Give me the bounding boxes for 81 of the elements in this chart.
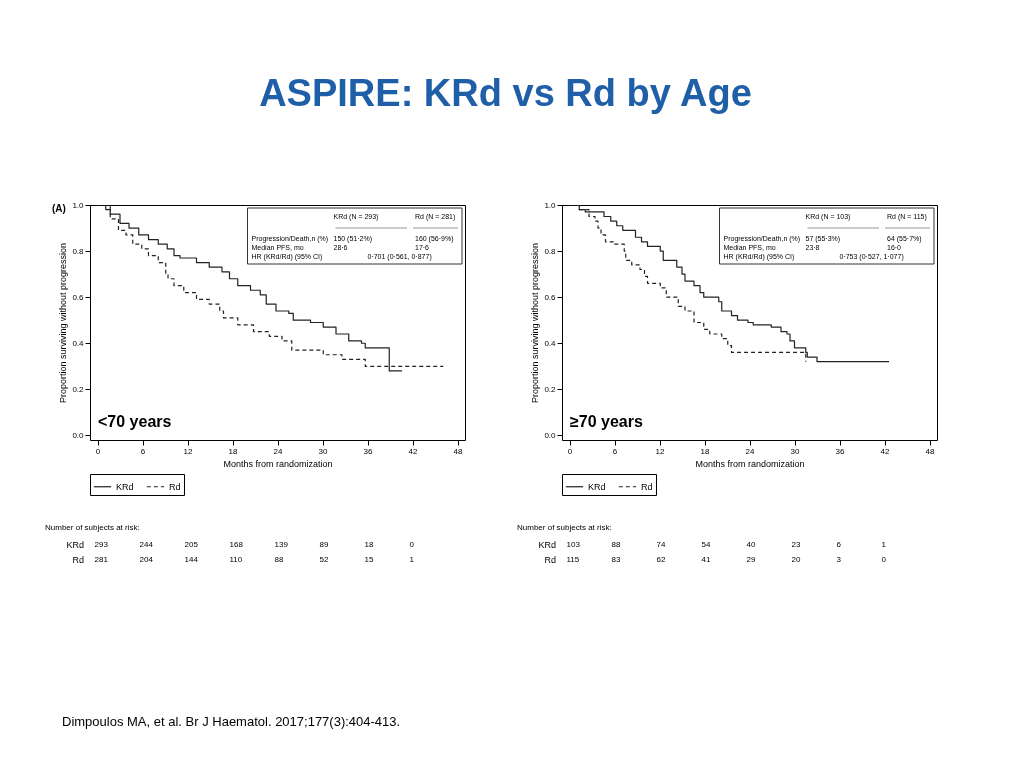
y-tick-label: 1.0: [72, 200, 85, 210]
text: Number of subjects at risk:: [45, 523, 140, 532]
text: 0: [409, 540, 415, 549]
text: 204: [139, 555, 154, 564]
text: 144: [184, 555, 199, 564]
text: 62: [656, 555, 666, 564]
x-tick-label: 6: [612, 446, 618, 456]
text: 1: [409, 555, 415, 564]
legend-label: KRd: [116, 481, 134, 492]
text: 20: [791, 555, 801, 564]
x-tick-label: 30: [790, 446, 800, 456]
x-tick-label: 48: [925, 446, 935, 456]
text: 41: [701, 555, 711, 564]
text: 0: [881, 555, 887, 564]
x-tick-label: 12: [183, 446, 193, 456]
text: 103: [566, 540, 581, 549]
text: 88: [274, 555, 284, 564]
text: 6: [836, 540, 842, 549]
x-tick-label: 0: [567, 446, 573, 456]
text: 15: [364, 555, 374, 564]
x-tick-label: 30: [318, 446, 328, 456]
text: Number of subjects at risk:: [517, 523, 612, 532]
text: 1: [881, 540, 887, 549]
x-tick-label: 48: [453, 446, 463, 456]
annotation: <70 years: [98, 413, 172, 430]
text: 205: [184, 540, 199, 549]
y-tick-label: 0.4: [544, 338, 557, 348]
y-axis-title: Proportion surviving without progression: [58, 242, 69, 404]
text: 88: [611, 540, 621, 549]
text: KRd: [538, 540, 556, 550]
text: 29: [746, 555, 756, 564]
chart-title: ASPIRE: KRd vs Rd by Age: [258, 72, 753, 115]
text: 139: [274, 540, 289, 549]
text: 244: [139, 540, 154, 549]
text: 89: [319, 540, 329, 549]
text: 115: [566, 555, 580, 564]
text: (A): [52, 203, 66, 214]
x-tick-label: 12: [655, 446, 665, 456]
x-tick-label: 0: [95, 446, 101, 456]
y-tick-label: 0.6: [544, 292, 557, 302]
text: 3: [836, 555, 842, 564]
x-tick-label: 42: [408, 446, 418, 456]
text: 23: [791, 540, 801, 549]
x-axis-title: Months from randomization: [223, 458, 333, 469]
x-tick-label: 18: [228, 446, 238, 456]
annotation: ≥70 years: [570, 413, 643, 430]
legend-label: KRd: [588, 481, 606, 492]
y-tick-label: 0.8: [544, 246, 557, 256]
text: 54: [701, 540, 711, 549]
text: KRd: [66, 540, 84, 550]
text: 110: [229, 555, 243, 564]
text: 52: [319, 555, 329, 564]
x-axis-title: Months from randomization: [695, 458, 805, 469]
y-tick-label: 0.6: [72, 292, 85, 302]
x-tick-label: 36: [363, 446, 373, 456]
x-tick-label: 42: [880, 446, 890, 456]
x-tick-label: 24: [745, 446, 755, 456]
y-tick-label: 0.0: [544, 430, 557, 440]
text: 40: [746, 540, 756, 549]
text: 281: [94, 555, 109, 564]
y-axis-title: Proportion surviving without progression: [530, 242, 541, 404]
legend-label: Rd: [169, 481, 181, 492]
text: Rd: [72, 555, 84, 565]
text: 18: [364, 540, 374, 549]
x-tick-label: 24: [273, 446, 283, 456]
text: Dimpoulos MA, et al. Br J Haematol. 2017;177(3):404-413.: [62, 714, 401, 729]
x-tick-label: 36: [835, 446, 845, 456]
y-tick-label: 0.4: [72, 338, 85, 348]
y-tick-label: 0.2: [72, 384, 85, 394]
text: 293: [94, 540, 109, 549]
text: 83: [611, 555, 621, 564]
text: Rd: [544, 555, 556, 565]
text: 74: [656, 540, 666, 549]
x-tick-label: 6: [140, 446, 146, 456]
x-tick-label: 18: [700, 446, 710, 456]
y-tick-label: 1.0: [544, 200, 557, 210]
text: 168: [229, 540, 244, 549]
y-tick-label: 0.8: [72, 246, 85, 256]
y-tick-label: 0.2: [544, 384, 557, 394]
y-tick-label: 0.0: [72, 430, 85, 440]
legend-label: Rd: [641, 481, 653, 492]
